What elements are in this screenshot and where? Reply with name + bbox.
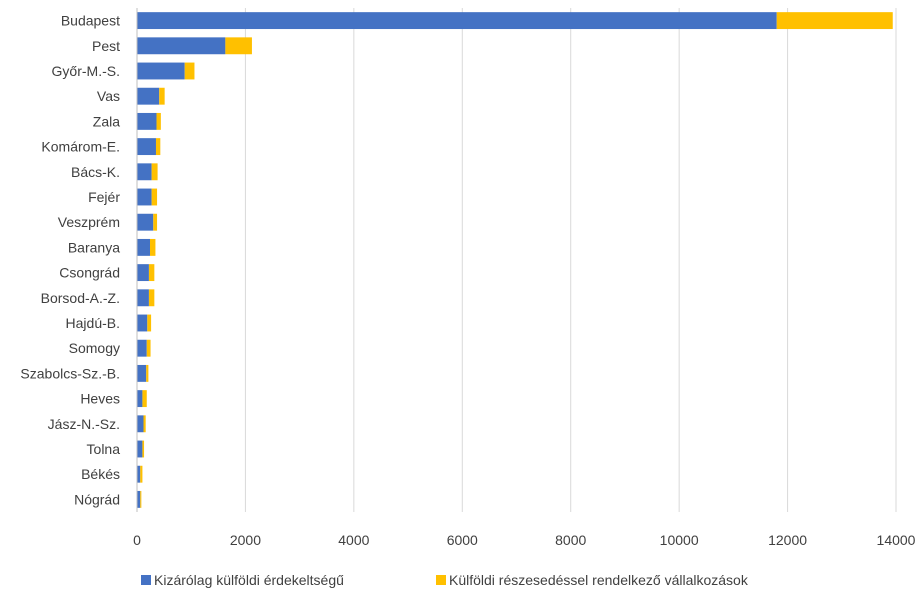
category-label: Komárom-E. — [41, 139, 120, 155]
bar-segment-exclusive — [137, 390, 143, 408]
bar-segment-partial — [151, 188, 158, 206]
category-label: Bács-K. — [71, 164, 120, 180]
category-label: Zala — [93, 113, 120, 129]
category-label: Borsod-A.-Z. — [41, 290, 120, 306]
legend: Kizárólag külföldi érdekeltségű Külföldi … — [141, 572, 749, 588]
x-tick-label: 10000 — [660, 532, 699, 548]
bar-segment-partial — [150, 238, 156, 256]
category-label: Békés — [81, 466, 120, 482]
category-labels: Budapest Pest Győr-M.-S. Vas Zala Komárom-E. B… — [20, 13, 120, 508]
x-tick-label: 6000 — [447, 532, 478, 548]
bar-segment-exclusive — [137, 37, 226, 55]
x-tick-label: 2000 — [230, 532, 261, 548]
category-label: Baranya — [68, 239, 120, 255]
category-label: Veszprém — [58, 214, 120, 230]
bar-segment-exclusive — [137, 465, 141, 483]
bar-segment-partial — [151, 163, 158, 181]
bar-segment-partial — [147, 314, 152, 332]
bar-segment-exclusive — [137, 440, 143, 458]
bar-segment-exclusive — [137, 138, 156, 156]
legend-swatch — [141, 575, 151, 585]
legend-label: Külföldi részesedéssel rendelkező vállal… — [449, 572, 749, 588]
bar-segment-partial — [156, 112, 161, 130]
bar-segment-partial — [140, 490, 142, 508]
bar-segment-partial — [776, 12, 893, 30]
bar-segment-partial — [146, 339, 151, 357]
bar-segment-exclusive — [137, 62, 185, 80]
category-label: Heves — [80, 391, 120, 407]
legend-label: Kizárólag külföldi érdekeltségű — [154, 572, 344, 588]
category-label: Nógrád — [74, 491, 120, 507]
bar-segment-exclusive — [137, 238, 151, 256]
bar-segment-exclusive — [137, 213, 154, 231]
bar-segment-exclusive — [137, 490, 141, 508]
legend-swatch — [436, 575, 446, 585]
bar-segment-exclusive — [137, 87, 160, 105]
bar-segment-partial — [159, 87, 165, 105]
bar-segment-exclusive — [137, 314, 148, 332]
x-tick-label: 8000 — [555, 532, 586, 548]
gridlines — [244, 8, 897, 512]
bar-segment-partial — [155, 138, 161, 156]
x-tick-label: 14000 — [877, 532, 916, 548]
bar-segment-partial — [140, 465, 143, 483]
x-tick-labels: 0 2000 4000 6000 8000 10000 12000 14000 — [133, 532, 916, 548]
category-label: Jász-N.-Sz. — [48, 416, 120, 432]
bar-segment-partial — [153, 213, 158, 231]
bar-segment-exclusive — [137, 188, 152, 206]
bar-segment-exclusive — [137, 12, 777, 30]
category-label: Vas — [97, 88, 120, 104]
category-label: Csongrád — [59, 265, 120, 281]
x-tick-label: 4000 — [338, 532, 369, 548]
x-tick-label: 12000 — [768, 532, 807, 548]
category-label: Hajdú-B. — [66, 315, 120, 331]
bar-segment-exclusive — [137, 163, 152, 181]
bar-segment-partial — [148, 264, 155, 282]
category-label: Tolna — [87, 441, 121, 457]
bar-segment-partial — [225, 37, 252, 55]
bar-segment-exclusive — [137, 264, 149, 282]
category-label: Budapest — [61, 13, 120, 29]
category-label: Győr-M.-S. — [52, 63, 120, 79]
bar-segment-partial — [184, 62, 195, 80]
bar-segment-exclusive — [137, 339, 147, 357]
category-label: Somogy — [69, 340, 120, 356]
category-label: Szabolcs-Sz.-B. — [20, 365, 120, 381]
category-label: Pest — [92, 38, 120, 54]
bar-segment-exclusive — [137, 112, 157, 130]
category-label: Fejér — [88, 189, 120, 205]
bar-segment-partial — [142, 390, 147, 408]
bar-segment-partial — [142, 440, 145, 458]
bar-segment-partial — [148, 289, 155, 307]
bar-segment-partial — [146, 364, 149, 382]
x-tick-label: 0 — [133, 532, 141, 548]
bar-segment-exclusive — [137, 415, 144, 433]
bars — [137, 12, 893, 508]
bar-segment-exclusive — [137, 364, 147, 382]
bar-segment-partial — [143, 415, 146, 433]
bar-segment-exclusive — [137, 289, 149, 307]
